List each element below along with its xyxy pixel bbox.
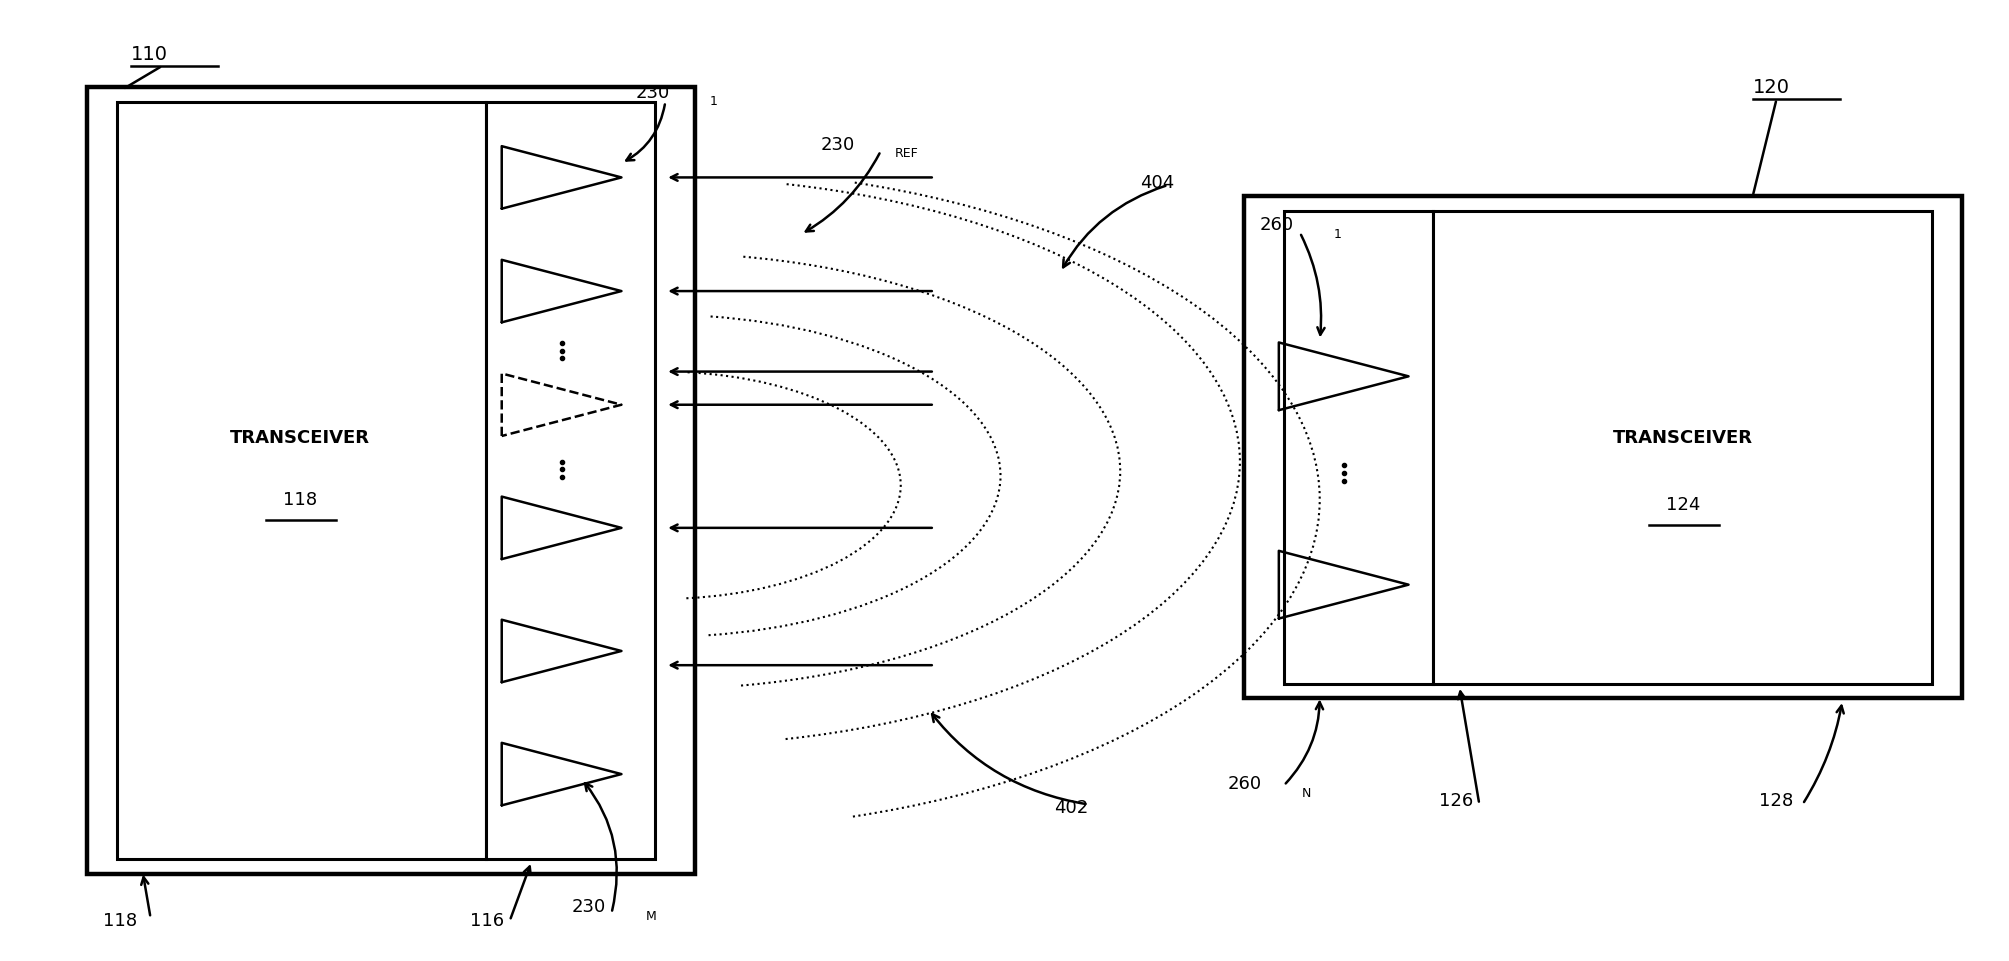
Text: TRANSCEIVER: TRANSCEIVER [1613,430,1752,448]
Text: 118: 118 [283,491,317,509]
Bar [1434,210,1933,684]
Text: REF: REF [894,147,918,160]
Text: 260: 260 [1227,776,1262,793]
Text: 230: 230 [822,136,856,154]
Text: 230: 230 [635,84,669,102]
Text: 120: 120 [1752,78,1790,97]
Text: 230: 230 [573,899,607,916]
Text: 110: 110 [131,45,167,63]
Text: 1: 1 [1334,228,1342,241]
Text: 402: 402 [1055,799,1089,817]
Bar [86,87,695,874]
Text: 116: 116 [470,912,504,930]
Text: N: N [1302,787,1312,800]
Text: 128: 128 [1758,792,1792,810]
Text: TRANSCEIVER: TRANSCEIVER [231,430,370,448]
Bar [486,102,655,859]
Text: M: M [645,910,657,923]
Text: 126: 126 [1438,792,1475,810]
Text: 260: 260 [1260,216,1294,234]
Text: 118: 118 [102,912,137,930]
Text: 124: 124 [1665,496,1700,513]
Text: 404: 404 [1141,174,1175,191]
Text: 1: 1 [709,95,717,109]
Bar [1284,210,1434,684]
Bar [117,102,486,859]
Bar [1244,196,1963,699]
